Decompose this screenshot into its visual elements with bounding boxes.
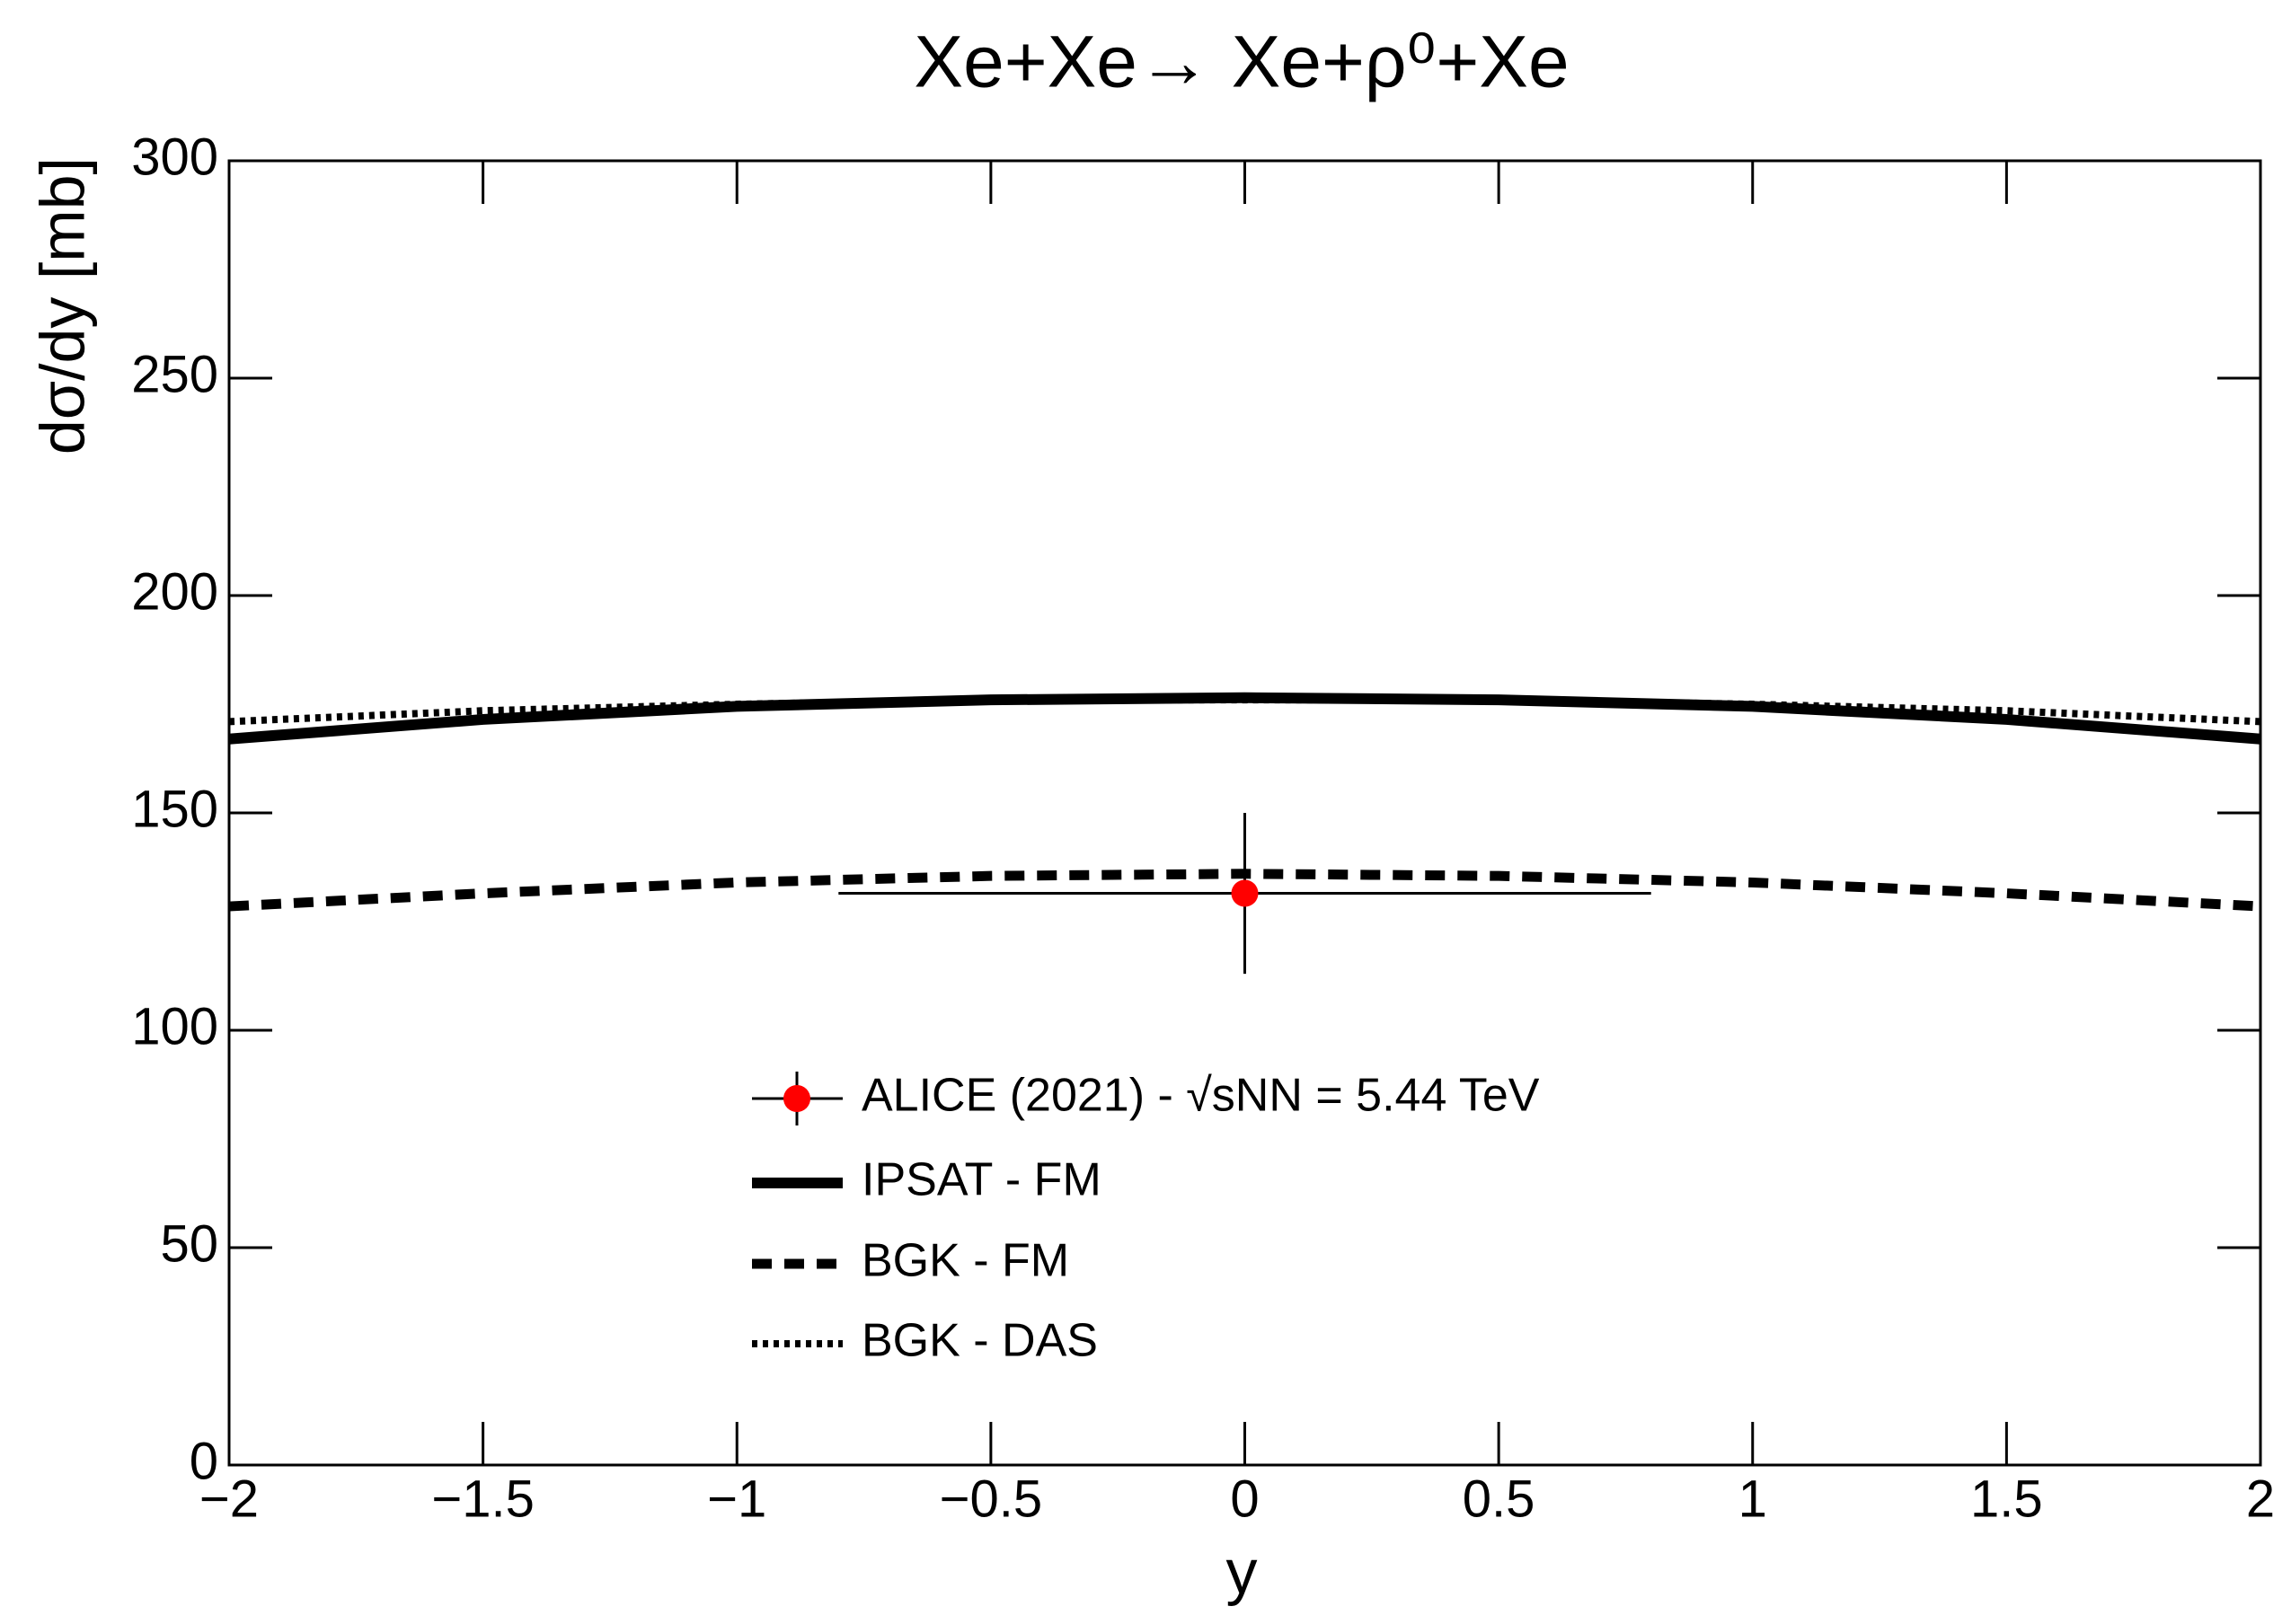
legend-label: BGK - DAS xyxy=(862,1315,1098,1367)
x-tick-label: 2 xyxy=(2246,1470,2275,1528)
x-tick-label: 1.5 xyxy=(1970,1470,2043,1528)
y-tick-label: 50 xyxy=(160,1214,218,1273)
y-tick-label: 200 xyxy=(131,562,218,621)
data-point xyxy=(1231,879,1259,907)
legend-label: ALICE (2021) - √sNN = 5.44 TeV xyxy=(862,1070,1540,1122)
y-axis-label: dσ/dy [mb] xyxy=(27,157,97,455)
y-tick-label: 250 xyxy=(131,345,218,403)
y-tick-label: 150 xyxy=(131,780,218,838)
y-tick-label: 300 xyxy=(131,128,218,186)
line-series xyxy=(228,696,2261,726)
legend-label: IPSAT - FM xyxy=(862,1154,1101,1206)
line-series xyxy=(228,692,2261,745)
legend-symbol xyxy=(783,1085,810,1112)
y-tick-label: 0 xyxy=(190,1432,218,1490)
x-tick-label: 1 xyxy=(1738,1470,1767,1528)
x-axis-label: y xyxy=(1226,1536,1258,1606)
x-tick-label: 0 xyxy=(1230,1470,1259,1528)
x-tick-label: −1 xyxy=(707,1470,766,1528)
line-series xyxy=(228,869,2261,912)
x-tick-label: 0.5 xyxy=(1463,1470,1535,1528)
x-tick-label: −1.5 xyxy=(431,1470,535,1528)
y-tick-label: 100 xyxy=(131,997,218,1055)
x-tick-label: −2 xyxy=(199,1470,259,1528)
x-tick-label: −0.5 xyxy=(940,1470,1043,1528)
chart-title: Xe+Xe→ Xe+ρ⁰+Xe xyxy=(914,22,1569,103)
legend-label: BGK - FM xyxy=(862,1235,1069,1287)
